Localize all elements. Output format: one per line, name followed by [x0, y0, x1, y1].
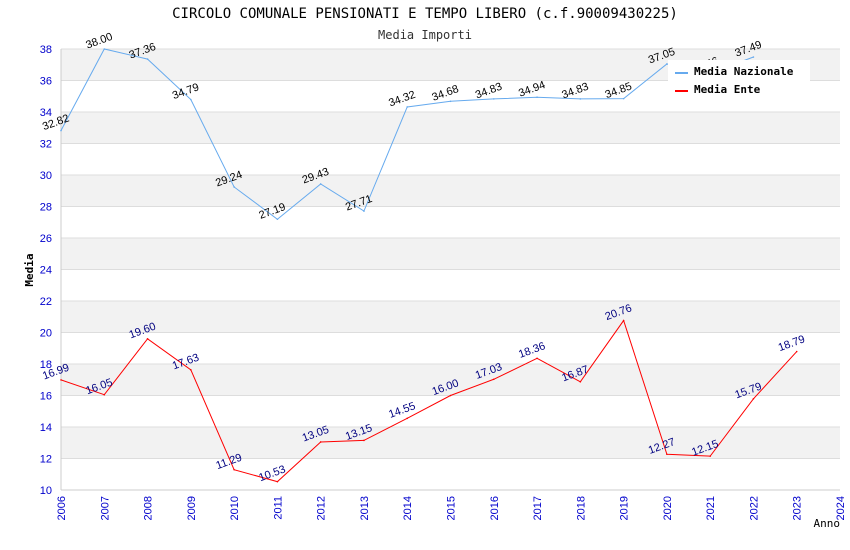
- data-point: [622, 97, 625, 100]
- x-tick-label: 2014: [402, 496, 414, 520]
- x-tick-label: 2015: [446, 496, 458, 520]
- data-point: [233, 186, 235, 188]
- x-tick-label: 2022: [748, 496, 760, 520]
- data-point: [103, 393, 106, 396]
- plot-band: [61, 395, 840, 427]
- x-tick-label: 2011: [272, 496, 284, 520]
- data-point: [276, 480, 279, 483]
- y-tick-label: 34: [40, 107, 52, 119]
- x-tick-label: 2019: [619, 496, 631, 520]
- y-tick-label: 14: [40, 422, 52, 434]
- plot-band: [61, 458, 840, 490]
- y-tick-label: 32: [40, 139, 52, 151]
- x-tick-label: 2021: [705, 496, 717, 520]
- data-point: [363, 210, 365, 212]
- y-tick-label: 38: [40, 44, 52, 56]
- x-tick-label: 2023: [792, 496, 804, 520]
- data-point: [622, 319, 625, 322]
- axes: [60, 49, 840, 491]
- y-tick-label: 16: [40, 391, 52, 403]
- y-axis-label: Media: [23, 253, 36, 286]
- data-point: [795, 350, 798, 353]
- data-point: [103, 48, 106, 50]
- data-point: [146, 58, 149, 60]
- data-point: [752, 56, 755, 58]
- data-point: [449, 100, 452, 103]
- plot-band: [61, 143, 840, 175]
- data-point: [190, 98, 192, 101]
- data-point: [406, 106, 409, 108]
- data-point: [752, 398, 755, 400]
- plot-band: [61, 175, 840, 207]
- x-tick-label: 2012: [316, 496, 328, 520]
- data-point: [190, 369, 192, 371]
- data-point: [363, 439, 365, 442]
- chart-subtitle: Media Importi: [378, 28, 472, 42]
- plot-band: [61, 269, 840, 301]
- plot-bands: [61, 49, 840, 490]
- y-tick-label: 30: [40, 170, 52, 182]
- plot-band: [61, 206, 840, 238]
- data-point: [579, 380, 582, 383]
- plot-band: [61, 112, 840, 144]
- y-tick-label: 22: [40, 296, 52, 308]
- y-tick-labels: 10 12 14 16 18 20 22 24 26 28 30 32 34 36 38: [40, 44, 52, 497]
- x-tick-labels: 2006 2007 2008 2009 2010 2011 2012 2013 2014 2015…: [56, 496, 847, 520]
- data-point: [666, 453, 668, 456]
- data-point: [276, 218, 279, 221]
- data-point: [60, 129, 62, 132]
- data-point: [492, 98, 495, 100]
- plot-band: [61, 332, 840, 364]
- data-point: [233, 468, 235, 471]
- data-point: [536, 96, 538, 98]
- x-tick-label: 2020: [662, 496, 674, 520]
- y-tick-label: 18: [40, 359, 52, 371]
- x-tick-label: 2009: [186, 496, 198, 520]
- y-tick-label: 10: [40, 485, 52, 497]
- chart-title: CIRCOLO COMUNALE PENSIONATI E TEMPO LIBE…: [172, 6, 678, 22]
- series-lines: [60, 48, 798, 483]
- data-point: [60, 379, 62, 381]
- data-point: [666, 63, 668, 65]
- data-point: [709, 455, 711, 457]
- x-tick-label: 2006: [56, 496, 68, 520]
- data-point: [406, 417, 409, 420]
- data-point: [146, 338, 149, 340]
- gridlines: [61, 48, 840, 491]
- x-tick-label: 2010: [229, 496, 241, 520]
- x-tick-label: 2008: [143, 496, 155, 520]
- plot-band: [61, 427, 840, 459]
- y-tick-label: 12: [40, 454, 52, 466]
- x-tick-label: 2016: [489, 496, 501, 520]
- legend: Media Nazionale Media Ente: [668, 60, 810, 102]
- y-tick-label: 20: [40, 328, 52, 340]
- x-axis-label: Anno: [814, 517, 841, 530]
- data-point: [492, 378, 495, 381]
- plot-band: [61, 301, 840, 333]
- x-tick-label: 2017: [532, 496, 544, 520]
- data-label: 38.00: [84, 31, 114, 52]
- x-tick-label: 2013: [359, 496, 371, 520]
- data-point: [319, 441, 322, 443]
- series-line-ente: [60, 319, 798, 483]
- y-tick-label: 24: [40, 265, 52, 277]
- plot-band: [61, 238, 840, 270]
- data-point: [536, 357, 538, 360]
- legend-label-nazionale: Media Nazionale: [694, 65, 794, 78]
- y-tick-label: 26: [40, 233, 52, 245]
- x-tick-label: 2018: [575, 496, 587, 520]
- data-point: [579, 98, 582, 100]
- data-point: [319, 183, 322, 185]
- x-tick-label: 2007: [99, 496, 111, 520]
- legend-label-ente: Media Ente: [694, 83, 761, 96]
- data-point: [449, 394, 452, 397]
- legend-box: [668, 60, 810, 102]
- y-tick-label: 36: [40, 76, 52, 88]
- x-tick-label: 2024: [835, 496, 847, 520]
- y-tick-label: 28: [40, 202, 52, 214]
